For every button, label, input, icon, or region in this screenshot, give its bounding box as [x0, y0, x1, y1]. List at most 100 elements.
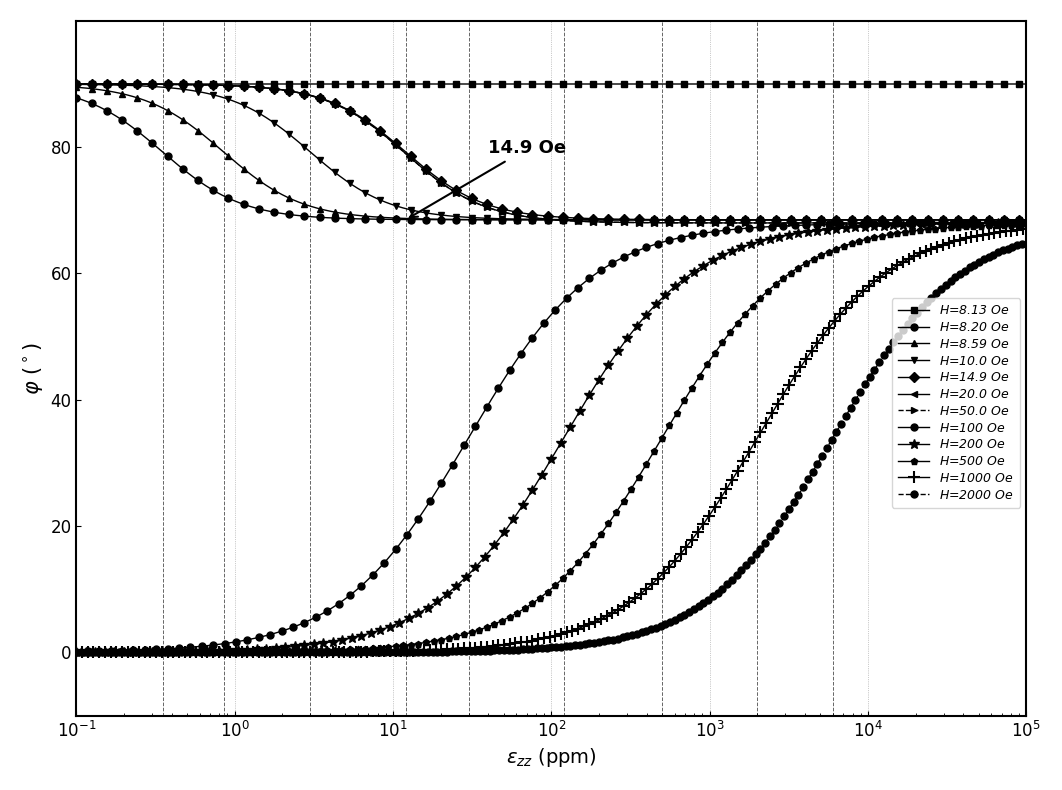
$H$=500 Oe: [433, 635, 446, 645]
$H$=2000 Oe: [851, 392, 863, 401]
$H$=200 Oe: [851, 222, 863, 231]
$H$=50.0 Oe: [688, 218, 701, 228]
Text: 14.9 Oe: 14.9 Oe: [410, 140, 566, 217]
$H$=20.0 Oe: [851, 218, 863, 228]
Line: $H$=14.9 Oe: $H$=14.9 Oe: [73, 81, 1030, 224]
Line: $H$=100 Oe: $H$=100 Oe: [73, 220, 1030, 655]
$H$=20.0 Oe: [778, 218, 791, 228]
$H$=50.0 Oe: [433, 177, 446, 186]
$H$=14.9 Oe: [851, 215, 863, 224]
$H$=1000 Oe: [778, 386, 791, 396]
$H$=8.20 Oe: [639, 215, 652, 224]
$H$=10.0 Oe: [639, 215, 652, 224]
$H$=8.13 Oe: [242, 79, 255, 88]
$H$=1000 Oe: [433, 645, 446, 654]
$H$=8.59 Oe: [1020, 215, 1032, 224]
$H$=8.13 Oe: [778, 79, 791, 88]
$H$=10.0 Oe: [688, 215, 701, 224]
$H$=14.9 Oe: [639, 215, 652, 224]
$H$=14.9 Oe: [433, 175, 446, 184]
$H$=10.0 Oe: [1020, 215, 1032, 224]
$H$=20.0 Oe: [433, 177, 446, 186]
$H$=500 Oe: [778, 272, 791, 281]
$H$=2000 Oe: [242, 648, 255, 657]
$H$=500 Oe: [70, 648, 83, 657]
$H$=10.0 Oe: [70, 80, 83, 89]
$H$=20.0 Oe: [639, 218, 652, 228]
$H$=500 Oe: [639, 460, 652, 469]
$H$=50.0 Oe: [778, 218, 791, 228]
$H$=1000 Oe: [1020, 224, 1032, 234]
$H$=1000 Oe: [242, 648, 255, 657]
$H$=8.13 Oe: [851, 79, 863, 88]
$H$=8.13 Oe: [1020, 79, 1032, 88]
$H$=200 Oe: [70, 648, 83, 657]
$H$=8.59 Oe: [433, 214, 446, 224]
$H$=8.59 Oe: [688, 215, 701, 224]
$H$=50.0 Oe: [851, 218, 863, 228]
$H$=2000 Oe: [1020, 238, 1032, 247]
$H$=20.0 Oe: [688, 218, 701, 228]
$H$=100 Oe: [639, 243, 652, 252]
$H$=14.9 Oe: [242, 82, 255, 92]
X-axis label: $\varepsilon_{zz}$ (ppm): $\varepsilon_{zz}$ (ppm): [506, 747, 597, 769]
$H$=8.59 Oe: [242, 168, 255, 178]
$H$=500 Oe: [242, 647, 255, 656]
$H$=2000 Oe: [433, 647, 446, 656]
$H$=8.20 Oe: [851, 215, 863, 224]
$H$=8.59 Oe: [70, 82, 83, 92]
Line: $H$=200 Oe: $H$=200 Oe: [71, 218, 1031, 657]
Line: $H$=8.13 Oe: $H$=8.13 Oe: [73, 81, 1030, 88]
$H$=50.0 Oe: [1020, 218, 1032, 228]
$H$=500 Oe: [851, 237, 863, 246]
Line: $H$=500 Oe: $H$=500 Oe: [73, 221, 1030, 656]
$H$=100 Oe: [433, 482, 446, 491]
Line: $H$=50.0 Oe: $H$=50.0 Oe: [73, 81, 1030, 227]
$H$=100 Oe: [70, 647, 83, 656]
$H$=14.9 Oe: [778, 215, 791, 224]
$H$=2000 Oe: [639, 626, 652, 636]
$H$=500 Oe: [688, 380, 701, 389]
Line: $H$=2000 Oe: $H$=2000 Oe: [73, 239, 1030, 656]
$H$=100 Oe: [688, 230, 701, 239]
$H$=20.0 Oe: [70, 79, 83, 88]
$H$=8.59 Oe: [851, 215, 863, 224]
$H$=8.13 Oe: [688, 79, 701, 88]
$H$=200 Oe: [688, 267, 701, 276]
$H$=500 Oe: [1020, 220, 1032, 229]
$H$=10.0 Oe: [433, 210, 446, 220]
$H$=2000 Oe: [778, 510, 791, 520]
$H$=2000 Oe: [688, 604, 701, 614]
Line: $H$=10.0 Oe: $H$=10.0 Oe: [73, 81, 1030, 224]
$H$=14.9 Oe: [1020, 215, 1032, 224]
$H$=100 Oe: [1020, 218, 1032, 228]
$H$=8.20 Oe: [1020, 215, 1032, 224]
$H$=8.20 Oe: [242, 201, 255, 211]
$H$=8.20 Oe: [70, 93, 83, 103]
$H$=100 Oe: [778, 221, 791, 231]
Y-axis label: $\varphi$ ($^\circ$): $\varphi$ ($^\circ$): [21, 342, 45, 394]
$H$=200 Oe: [778, 231, 791, 240]
$H$=1000 Oe: [70, 648, 83, 657]
$H$=8.20 Oe: [778, 215, 791, 224]
$H$=8.59 Oe: [778, 215, 791, 224]
$H$=20.0 Oe: [1020, 218, 1032, 228]
$H$=10.0 Oe: [851, 215, 863, 224]
$H$=10.0 Oe: [242, 103, 255, 112]
$H$=8.13 Oe: [70, 79, 83, 88]
$H$=200 Oe: [639, 310, 652, 320]
$H$=8.13 Oe: [433, 79, 446, 88]
$H$=200 Oe: [433, 595, 446, 604]
$H$=2000 Oe: [70, 648, 83, 657]
$H$=20.0 Oe: [242, 82, 255, 92]
$H$=14.9 Oe: [70, 79, 83, 88]
Line: $H$=1000 Oe: $H$=1000 Oe: [71, 224, 1032, 658]
$H$=10.0 Oe: [778, 215, 791, 224]
$H$=200 Oe: [242, 645, 255, 654]
Line: $H$=8.20 Oe: $H$=8.20 Oe: [73, 94, 1030, 224]
$H$=1000 Oe: [639, 585, 652, 594]
$H$=200 Oe: [1020, 219, 1032, 228]
Legend: $H$=8.13 Oe, $H$=8.20 Oe, $H$=8.59 Oe, $H$=10.0 Oe, $H$=14.9 Oe, $H$=20.0 Oe, $H: $H$=8.13 Oe, $H$=8.20 Oe, $H$=8.59 Oe, $…: [892, 298, 1021, 508]
Line: $H$=20.0 Oe: $H$=20.0 Oe: [73, 81, 1030, 227]
$H$=50.0 Oe: [639, 218, 652, 228]
